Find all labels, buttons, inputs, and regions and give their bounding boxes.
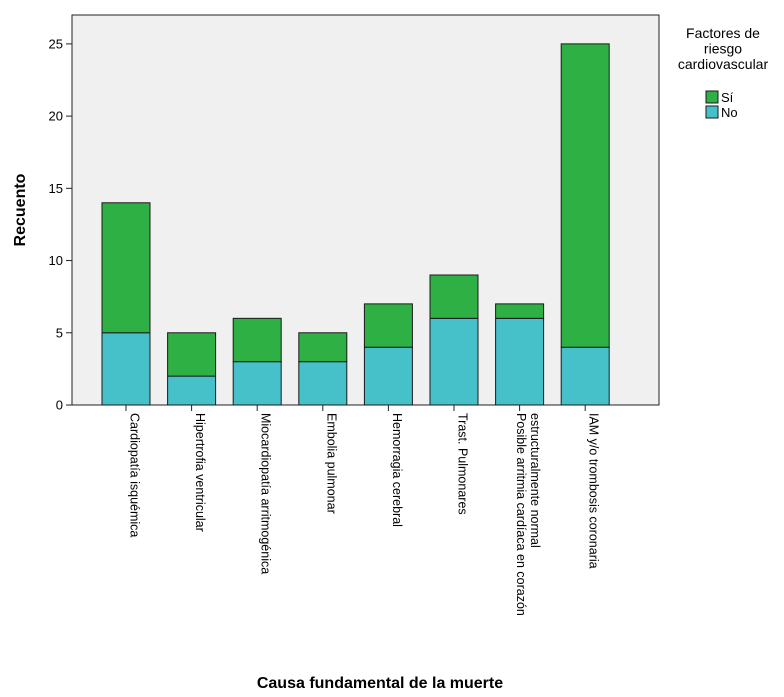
bar-segment-no-7: [560, 346, 610, 406]
bar-segment-s-0: [101, 202, 151, 334]
y-tick-label: 5: [56, 325, 63, 340]
x-category-label: Miocardiopatía arritmogénica: [259, 413, 273, 574]
bar-segment-s-1: [167, 332, 217, 377]
x-category-label: Cardiopatía isquémica: [128, 413, 142, 537]
bar-segment-s-5: [429, 274, 479, 319]
legend-swatch-no: [705, 105, 719, 119]
y-tick-label: 25: [49, 36, 63, 51]
y-tick-label: 15: [49, 181, 63, 196]
y-axis: 0 5 10 15 20 25: [49, 36, 72, 413]
x-category-label: Trast. Pulmonares: [456, 413, 470, 515]
x-category-label: Hipertrofia ventricular: [193, 413, 207, 532]
bar-segment-no-3: [298, 361, 348, 406]
x-category-label: Hemorragia cerebral: [390, 413, 404, 527]
x-category-label: estructuralmente normal: [528, 413, 542, 548]
x-category-label: Posible arritmia cardíaca en corazón: [514, 413, 528, 616]
x-axis-title: Causa fundamental de la muerte: [257, 675, 503, 692]
bars: [101, 43, 610, 406]
bar-segment-s-7: [560, 43, 610, 348]
bar-segment-s-6: [495, 303, 545, 319]
y-tick-label: 0: [56, 398, 63, 413]
bar-segment-no-4: [363, 346, 413, 406]
legend-swatch-s: [705, 90, 719, 104]
y-axis-title: Recuento: [12, 173, 29, 246]
x-category-label: IAM y/o trombosis coronaria: [587, 413, 601, 569]
legend-label: Sí: [721, 90, 734, 105]
legend-title: riesgo: [704, 41, 742, 57]
bar-segment-no-2: [232, 361, 282, 406]
bar-segment-no-6: [495, 317, 545, 406]
x-category-label: Embolia pulmonar: [324, 413, 338, 514]
legend-label: No: [721, 105, 738, 120]
bar-segment-s-3: [298, 332, 348, 363]
legend-title: cardiovascular: [678, 56, 769, 72]
bar-segment-s-2: [232, 317, 282, 363]
bar-segment-no-0: [101, 332, 151, 406]
bar-segment-no-1: [167, 375, 217, 406]
legend-title: Factores de: [686, 25, 760, 41]
x-axis: Cardiopatía isquémica Hipertrofia ventric…: [125, 405, 601, 616]
y-tick-label: 20: [49, 109, 63, 124]
y-tick-label: 10: [49, 253, 63, 268]
bar-segment-s-4: [363, 303, 413, 348]
bar-segment-no-5: [429, 317, 479, 406]
